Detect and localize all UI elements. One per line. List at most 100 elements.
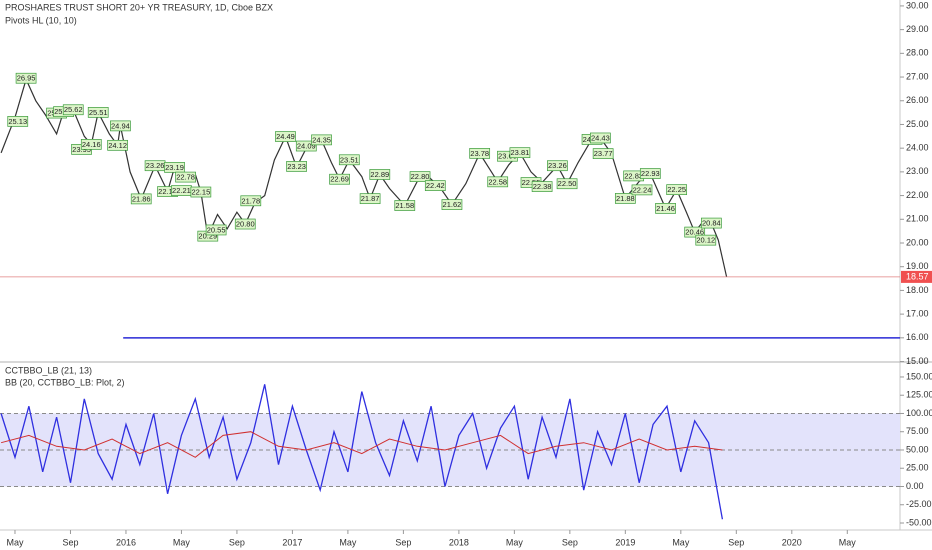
pivot-label: 22.38 xyxy=(533,182,552,191)
pivot-box xyxy=(531,181,553,192)
pivot-box xyxy=(240,195,262,207)
y-tick-label: 23.00 xyxy=(906,166,929,176)
pivot-label: 20.80 xyxy=(236,220,255,229)
pivot-box xyxy=(655,203,676,214)
pivot-box xyxy=(359,193,381,205)
pivot-box xyxy=(547,160,568,172)
pivot-label: 22.42 xyxy=(426,181,445,190)
pivot-box xyxy=(275,131,296,142)
pivot-box xyxy=(631,184,653,196)
pivot-label: 20.46 xyxy=(685,228,704,237)
price-line xyxy=(0,77,728,278)
pivot-box xyxy=(614,193,636,204)
pivot-label: 22.89 xyxy=(370,170,389,179)
pivot-box xyxy=(329,173,350,185)
pivot-box xyxy=(394,200,416,211)
y-tick-label: 125.00 xyxy=(906,390,932,400)
chart-title: PROSHARES TRUST SHORT 20+ YR TREASURY, 1… xyxy=(5,2,273,12)
pivot-box xyxy=(469,148,491,159)
pivot-box xyxy=(695,234,717,246)
indicator-line xyxy=(0,431,723,458)
pivot-label: 21.62 xyxy=(443,200,462,209)
indicator-line xyxy=(0,384,724,520)
pivot-label: 22.78 xyxy=(176,173,195,182)
y-tick-label: 17.00 xyxy=(906,308,929,318)
pivot-box xyxy=(130,193,152,205)
pivot-label: 21.58 xyxy=(395,201,414,210)
last-price-box xyxy=(901,270,932,283)
pivot-label: 24.12 xyxy=(108,141,127,150)
y-tick-label: 25.00 xyxy=(906,463,929,473)
pivot-label: 23.78 xyxy=(470,149,489,158)
y-tick-label: 19.00 xyxy=(906,261,929,271)
last-price-label: 18.57 xyxy=(906,271,929,281)
pivot-label: 24.94 xyxy=(111,121,130,130)
pivot-box xyxy=(107,139,128,151)
pivot-box xyxy=(62,104,84,116)
y-tick-label: 28.00 xyxy=(906,48,929,58)
y-tick-label: 50.00 xyxy=(906,444,929,454)
pivot-label: 21.87 xyxy=(361,194,380,203)
x-tick-label: May xyxy=(672,537,690,547)
pivot-label: 24.35 xyxy=(312,135,331,144)
pivot-box xyxy=(234,218,256,230)
x-tick-label: Sep xyxy=(62,537,78,547)
x-tick-label: May xyxy=(173,537,191,547)
x-tick-label: May xyxy=(6,537,24,547)
y-tick-label: 26.00 xyxy=(906,95,929,105)
y-tick-label: 29.00 xyxy=(906,24,929,34)
pivot-label: 24.16 xyxy=(82,140,101,149)
x-tick-label: Sep xyxy=(395,537,411,547)
x-tick-label: Sep xyxy=(229,537,245,547)
pivot-box xyxy=(311,134,332,146)
pivot-label: 21.78 xyxy=(241,196,260,205)
x-tick-label: 2016 xyxy=(116,537,136,547)
pivot-label: 20.55 xyxy=(207,225,226,234)
pivot-box xyxy=(175,171,196,183)
x-tick-label: May xyxy=(506,537,524,547)
pivot-box xyxy=(369,169,391,180)
x-tick-label: Sep xyxy=(728,537,744,547)
pivot-box xyxy=(441,199,463,210)
pivot-box xyxy=(509,147,531,159)
y-tick-label: 150.00 xyxy=(906,371,932,381)
y-tick-label: 18.00 xyxy=(906,285,929,295)
pivot-box xyxy=(639,168,661,179)
y-tick-label: 22.00 xyxy=(906,190,929,200)
pivot-label: 23.77 xyxy=(594,149,613,158)
x-tick-label: 2018 xyxy=(449,537,469,547)
y-tick-label: 30.00 xyxy=(906,0,929,10)
pivot-box xyxy=(80,139,102,150)
pivot-label: 23.51 xyxy=(340,155,359,164)
pivot-label: 22.21 xyxy=(172,186,191,195)
pivot-box xyxy=(164,162,185,173)
pivot-label: 23.26 xyxy=(146,161,165,170)
pivot-label: 22.25 xyxy=(667,185,686,194)
pivot-box xyxy=(684,226,706,238)
pivot-label: 24.09 xyxy=(297,142,316,151)
pivot-label: 23.66 xyxy=(498,152,517,161)
y-tick-label: 27.00 xyxy=(906,71,929,81)
pivot-label: 22.93 xyxy=(641,169,660,178)
pivot-box xyxy=(590,132,611,144)
pivot-box xyxy=(487,176,509,188)
x-tick-label: 2019 xyxy=(615,537,635,547)
indicator-name: Pivots HL (10, 10) xyxy=(5,15,77,25)
y-tick-label: 75.00 xyxy=(906,426,929,436)
pivot-label: 23.23 xyxy=(287,162,306,171)
y-tick-label: 0.00 xyxy=(906,481,924,491)
pivot-box xyxy=(190,186,212,198)
pivot-label: 23.19 xyxy=(165,163,184,172)
pivot-box xyxy=(286,161,307,172)
y-tick-label: 24.00 xyxy=(906,143,929,153)
pivot-label: 25.13 xyxy=(8,117,27,126)
pivot-label: 26.95 xyxy=(17,74,36,83)
x-tick-label: Sep xyxy=(562,537,578,547)
x-tick-label: May xyxy=(339,537,357,547)
pivot-box xyxy=(424,180,446,191)
indicator-name: BB (20, CCTBBO_LB: Plot, 2) xyxy=(5,377,125,387)
indicator-name: CCTBBO_LB (21, 13) xyxy=(5,365,92,375)
y-tick-label: -50.00 xyxy=(906,517,932,527)
pivot-label: 22.69 xyxy=(330,175,349,184)
y-tick-label: 16.00 xyxy=(906,332,929,342)
